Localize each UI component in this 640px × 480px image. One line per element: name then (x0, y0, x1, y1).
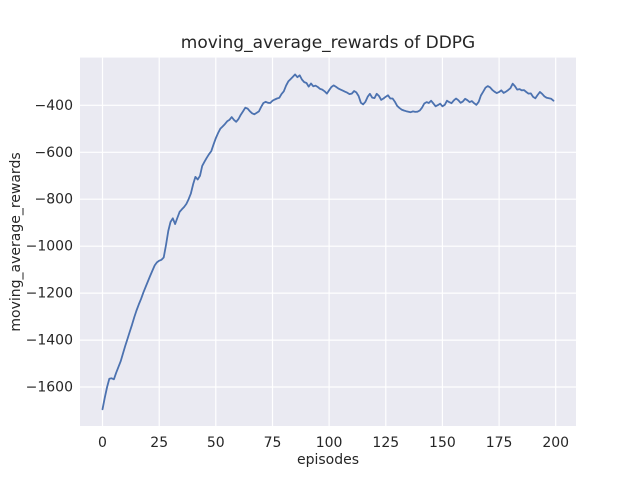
x-tick-label: 0 (98, 435, 107, 451)
x-tick-label: 100 (316, 435, 343, 451)
y-tick-label: −600 (35, 145, 73, 161)
y-tick-label: −1200 (26, 286, 73, 302)
y-tick-label: −1600 (26, 380, 73, 396)
x-tick-label: 175 (486, 435, 513, 451)
y-tick-label: −1400 (26, 333, 73, 349)
x-tick-labels: 0 25 50 75 100 125 150 175 200 (98, 435, 569, 451)
plot-area (80, 57, 576, 426)
x-tick-label: 75 (264, 435, 282, 451)
x-tick-label: 25 (150, 435, 168, 451)
x-tick-label: 150 (429, 435, 456, 451)
x-tick-label: 50 (207, 435, 225, 451)
y-tick-label: −1000 (26, 239, 73, 255)
x-tick-label: 125 (372, 435, 399, 451)
y-tick-label: −800 (35, 192, 73, 208)
ddpg-reward-line (101, 73, 555, 411)
y-tick-label: −400 (35, 98, 73, 114)
chart-title: moving_average_rewards of DDPG (181, 33, 475, 53)
y-tick-labels: −400 −600 −800 −1000 −1200 −1400 −1600 (26, 98, 73, 396)
y-axis-label: moving_average_rewards (8, 152, 24, 331)
x-tick-label: 200 (542, 435, 569, 451)
x-axis-label: episodes (297, 452, 359, 468)
gridlines (80, 57, 576, 426)
